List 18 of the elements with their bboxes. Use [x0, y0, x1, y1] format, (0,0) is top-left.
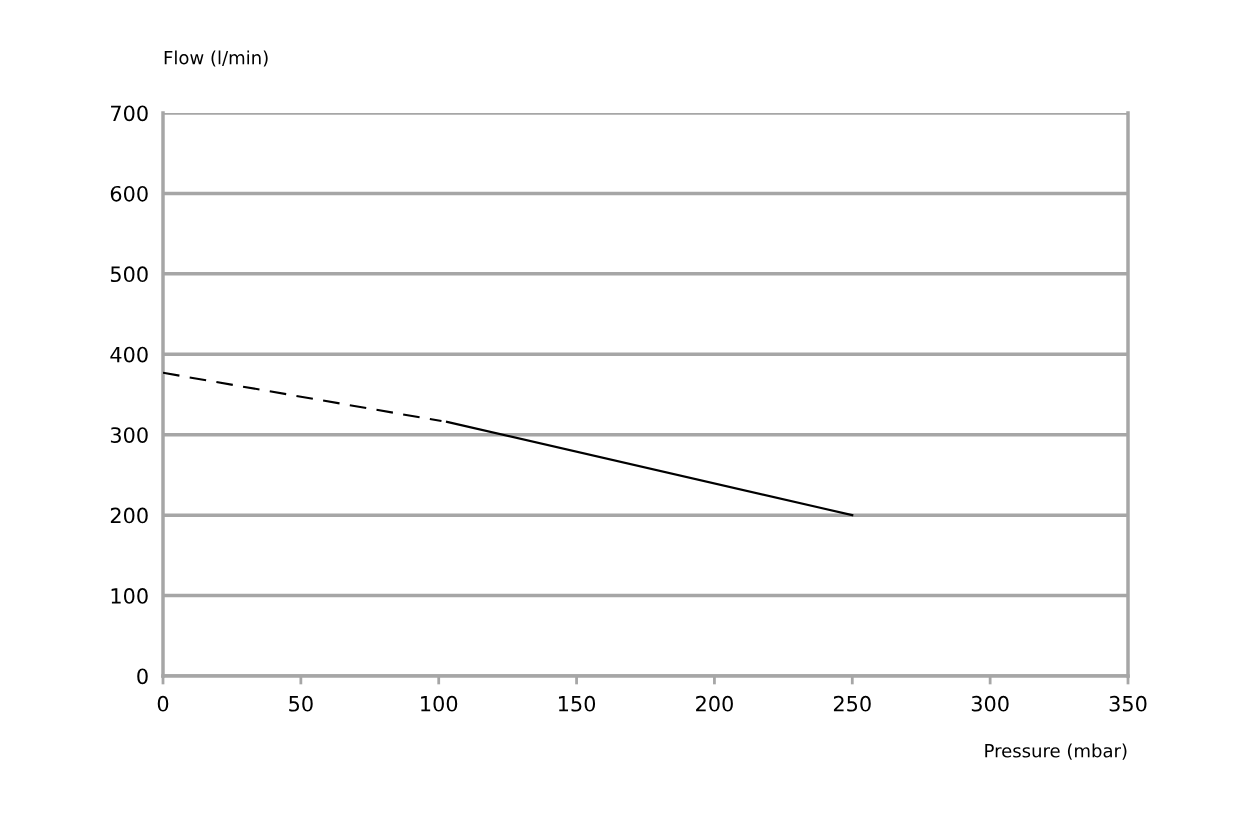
- x-tick-label: 100: [421, 695, 458, 712]
- x-tick-label: 350: [1109, 695, 1147, 712]
- x-tick-label: 0: [157, 695, 169, 712]
- y-tick-label: 300: [110, 427, 148, 443]
- y-tick-label: 700: [111, 105, 148, 122]
- y-tick-label: 200: [110, 507, 148, 524]
- y-tick-label: 400: [110, 346, 148, 363]
- x-axis-title: Pressure (mbar): [985, 743, 1127, 760]
- x-tick-label: 300: [971, 695, 1009, 712]
- x-tick-label: 250: [833, 695, 871, 712]
- y-tick-label: 500: [110, 266, 148, 283]
- x-tick-label: 200: [696, 695, 733, 712]
- y-tick-label: 0: [137, 668, 148, 685]
- x-tick-label: 150: [558, 695, 596, 712]
- x-tick-label: 50: [289, 695, 313, 712]
- y-axis-title: Flow (l/min): [164, 50, 268, 67]
- y-tick-label: 100: [111, 588, 148, 604]
- y-tick-label: 600: [110, 185, 148, 202]
